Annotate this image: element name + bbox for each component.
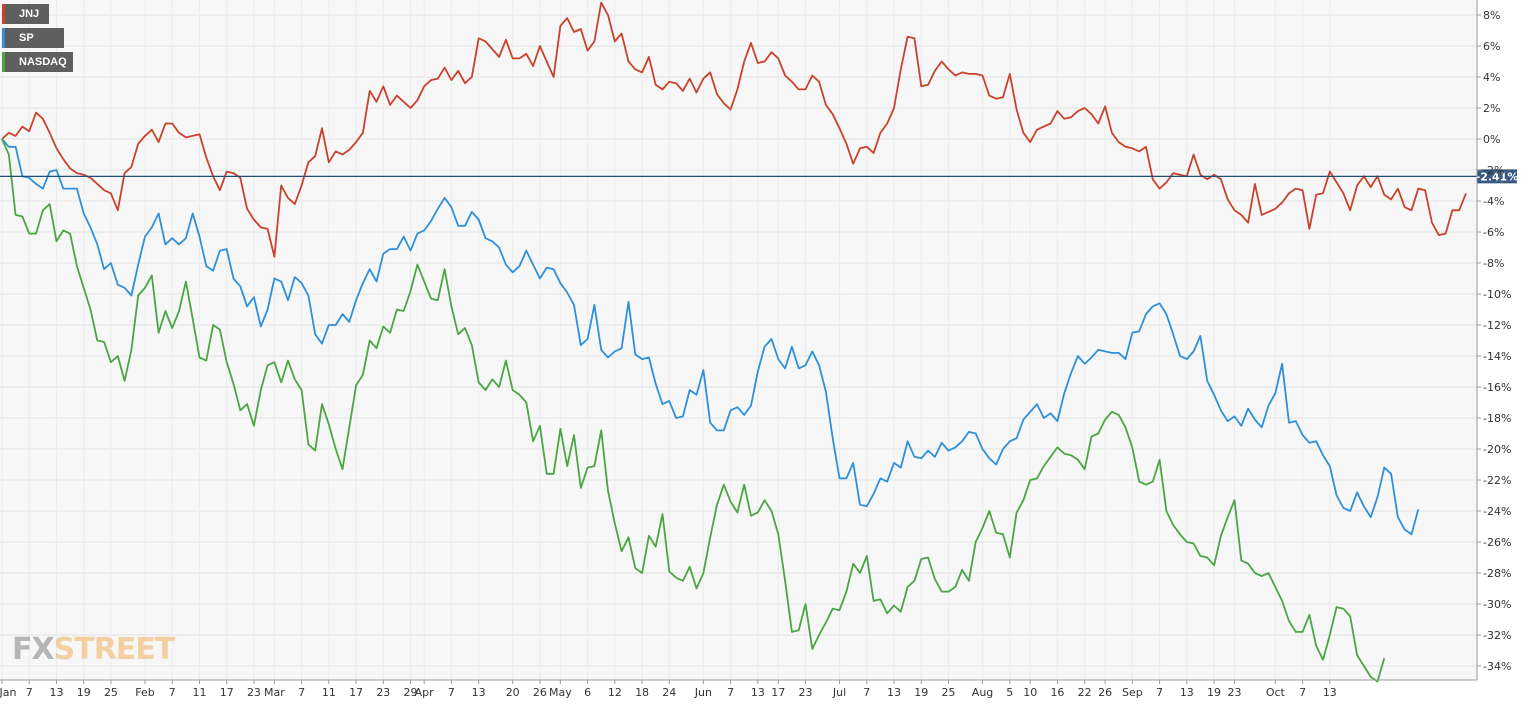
overlay-layer: -2.41% [0, 169, 1519, 184]
x-tick-label: 13 [887, 686, 901, 699]
y-tick-label: -6% [1483, 226, 1504, 239]
y-tick-label: -8% [1483, 257, 1504, 270]
series-line-sp-500 [1, 138, 1420, 536]
x-tick-label: 17 [771, 686, 785, 699]
x-tick-label: Mar [264, 686, 285, 699]
x-tick-label: 13 [49, 686, 63, 699]
grid-layer [0, 0, 1477, 680]
plot-background [0, 0, 1477, 680]
current-value-badge [1477, 169, 1517, 184]
legend-item-sp500[interactable]: SP 500 [2, 28, 64, 64]
y-tick-label: 4% [1483, 71, 1500, 84]
x-tick-label: 7 [863, 686, 870, 699]
x-tick-label: Jul [832, 686, 846, 699]
x-tick-label: 23 [247, 686, 261, 699]
x-tick-label: 23 [798, 686, 812, 699]
x-tick-label: 19 [914, 686, 928, 699]
x-tick-label: 26 [1098, 686, 1112, 699]
x-tick-label: 11 [192, 686, 206, 699]
y-tick-label: 2% [1483, 102, 1500, 115]
current-value-label: -2.41% [1476, 170, 1519, 183]
legend-label-jnj: JNJ [19, 8, 40, 20]
x-tick-label: 23 [1227, 686, 1241, 699]
x-tick-label: 20 [506, 686, 520, 699]
y-tick-label: -26% [1483, 536, 1511, 549]
x-tick-label: May [549, 686, 572, 699]
x-tick-label: 13 [751, 686, 765, 699]
x-tick-label: 16 [1050, 686, 1064, 699]
logo-part-fx: FX [12, 632, 55, 667]
x-tick-label: 13 [1180, 686, 1194, 699]
x-tick-label: 5 [1006, 686, 1013, 699]
x-tick-label: Jun [694, 686, 712, 699]
x-tick-label: 12 [608, 686, 622, 699]
x-tick-label: 7 [169, 686, 176, 699]
x-tick-label: 25 [941, 686, 955, 699]
y-tick-label: -22% [1483, 474, 1511, 487]
x-tick-label: 18 [635, 686, 649, 699]
y-tick-label: -14% [1483, 350, 1511, 363]
x-tick-label: 7 [1299, 686, 1306, 699]
x-tick-label: Jan [0, 686, 17, 699]
logo-part-street: STREET [53, 632, 176, 667]
y-tick-label: 0% [1483, 133, 1500, 146]
x-tick-label: 23 [376, 686, 390, 699]
y-tick-label: -32% [1483, 629, 1511, 642]
y-tick-label: 8% [1483, 9, 1500, 22]
x-tick-label: 17 [349, 686, 363, 699]
x-tick-label: Sep [1122, 686, 1143, 699]
x-tick-label: Aug [972, 686, 993, 699]
x-tick-label: 6 [584, 686, 591, 699]
y-tick-label: -24% [1483, 505, 1511, 518]
y-tick-label: -30% [1483, 598, 1511, 611]
x-tick-label: 13 [472, 686, 486, 699]
x-tick-label: 17 [220, 686, 234, 699]
x-tick-label: Feb [135, 686, 154, 699]
legend: JNJ SP 500 NASDAQ [2, 4, 73, 76]
legend-label-nasdaq: NASDAQ [19, 56, 67, 68]
x-tick-label: 13 [1323, 686, 1337, 699]
x-tick-label: 26 [533, 686, 547, 699]
fxstreet-logo: FXSTREET [12, 632, 176, 667]
y-tick-label: -20% [1483, 443, 1511, 456]
x-tick-label: 19 [77, 686, 91, 699]
y-tick-label: -12% [1483, 319, 1511, 332]
legend-item-nasdaq[interactable]: NASDAQ [2, 52, 73, 72]
series-line-jnj [1, 1, 1467, 258]
x-tick-label: 7 [298, 686, 305, 699]
series-line-nasdaq [1, 138, 1386, 683]
x-tick-label: 7 [448, 686, 455, 699]
legend-item-jnj[interactable]: JNJ [2, 4, 49, 24]
x-tick-label: 29 [404, 686, 418, 699]
y-tick-label: -28% [1483, 567, 1511, 580]
series-layer [1, 1, 1467, 683]
x-tick-label: Oct [1266, 686, 1286, 699]
x-tick-label: 11 [322, 686, 336, 699]
y-tick-label: -18% [1483, 412, 1511, 425]
x-tick-label: 24 [662, 686, 676, 699]
x-tick-label: Apr [415, 686, 435, 699]
x-tick-label: 19 [1207, 686, 1221, 699]
y-tick-label: -10% [1483, 288, 1511, 301]
x-tick-label: 25 [104, 686, 118, 699]
y-tick-label: -2% [1483, 164, 1504, 177]
y-tick-label: -16% [1483, 381, 1511, 394]
x-tick-label: 10 [1023, 686, 1037, 699]
x-tick-label: 22 [1078, 686, 1092, 699]
x-tick-label: 7 [727, 686, 734, 699]
y-axis: 8% 6% 4% 2% 0% -2% -4% -6% -8% -10% -12% -14% -16% -1… [1476, 0, 1511, 680]
y-tick-label: -34% [1483, 660, 1511, 673]
x-tick-label: 7 [1156, 686, 1163, 699]
y-tick-label: -4% [1483, 195, 1504, 208]
x-tick-label: 7 [26, 686, 33, 699]
y-tick-label: 6% [1483, 40, 1500, 53]
